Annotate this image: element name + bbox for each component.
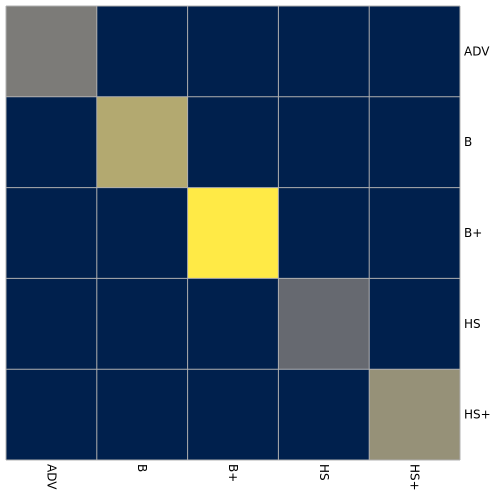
heatmap-cell-HS-B+ [187, 278, 279, 370]
heatmap-cell-ADV-B [96, 6, 188, 97]
x-tick-label: B [135, 464, 149, 472]
heatmap-cell-HS+-B+ [187, 369, 279, 460]
heatmap-cell-B+-B+ [187, 187, 279, 279]
heatmap-cell-HS-ADV [6, 278, 97, 370]
heatmap-cell-B+-HS+ [369, 187, 460, 279]
y-tick-labels: ADV B B+ HS HS+ [464, 44, 491, 421]
y-tick-label: HS+ [464, 408, 491, 422]
heatmap-cell-ADV-B+ [187, 6, 279, 97]
heatmap-cell-ADV-ADV [6, 6, 97, 97]
heatmap-cell-ADV-HS [278, 6, 370, 97]
x-tick-label: HS [317, 464, 331, 481]
x-tick-label: HS+ [408, 464, 422, 491]
heatmap-cell-HS+-B [96, 369, 188, 460]
heatmap-cell-HS+-HS [278, 369, 370, 460]
y-tick-label: B [464, 135, 472, 149]
heatmap-cell-B+-HS [278, 187, 370, 279]
heatmap-cell-HS+-ADV [6, 369, 97, 460]
x-tick-label: ADV [44, 464, 58, 490]
heatmap-cell-B-HS [278, 96, 370, 188]
heatmap-cells [6, 6, 460, 460]
heatmap-cell-B+-ADV [6, 187, 97, 279]
heatmap-cell-HS-B [96, 278, 188, 370]
y-tick-label: HS [464, 317, 481, 331]
heatmap-cell-B-HS+ [369, 96, 460, 188]
heatmap-cell-B-B+ [187, 96, 279, 188]
heatmap-cell-HS-HS+ [369, 278, 460, 370]
x-tick-labels: ADV B B+ HS HS+ [44, 464, 421, 491]
heatmap-cell-ADV-HS+ [369, 6, 460, 97]
heatmap-gridlines [5, 5, 461, 461]
heatmap-cell-HS-HS [278, 278, 370, 370]
x-tick-label: B+ [226, 464, 240, 482]
y-tick-label: B+ [464, 226, 482, 240]
heatmap-cell-B-ADV [6, 96, 97, 188]
y-tick-label: ADV [464, 44, 490, 58]
heatmap-cell-B-B [96, 96, 188, 188]
heatmap-cell-HS+-HS+ [369, 369, 460, 460]
heatmap-cell-B+-B [96, 187, 188, 279]
